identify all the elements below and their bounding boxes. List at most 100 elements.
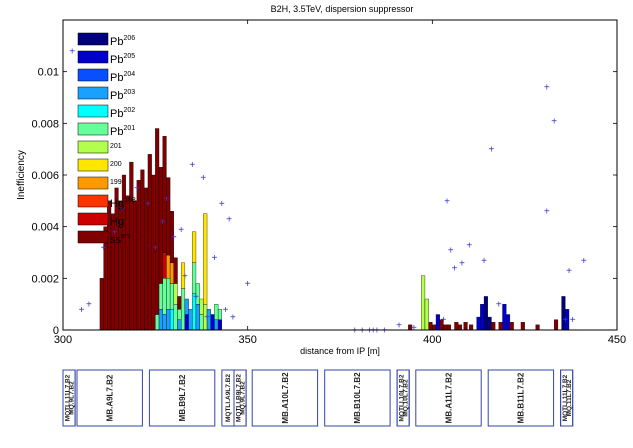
- plus-marker-3: +: [101, 243, 107, 254]
- bar-7-segment-0: [125, 195, 130, 331]
- plus-marker-2: +: [86, 300, 92, 311]
- legend-swatch-1: [77, 50, 109, 64]
- plus-marker-47: +: [581, 256, 587, 267]
- bar-42-segment-0: [454, 322, 459, 331]
- bar-26-segment-0: [195, 303, 200, 331]
- bar-32-segment-0: [217, 319, 222, 331]
- element-label-1: MQ.9L7.B2: [68, 381, 75, 415]
- plus-marker-42: +: [544, 207, 550, 218]
- element-label-11: MB.A11L7.B2: [444, 372, 453, 423]
- element-label-10: MQ.10L7.B2: [403, 379, 410, 417]
- bar-38-segment-0: [435, 314, 440, 331]
- bar-30-segment-0: [210, 314, 215, 331]
- plus-marker-46: +: [570, 315, 576, 326]
- plus-marker-40: +: [496, 300, 502, 311]
- bar-46-segment-0: [476, 316, 481, 331]
- bar-44-segment-0: [463, 322, 468, 331]
- element-box-6: [233, 369, 247, 427]
- plus-marker-13: +: [182, 271, 188, 282]
- plus-marker-41: +: [544, 83, 550, 94]
- bar-21-segment-2: [177, 296, 182, 310]
- bar-26-segment-1: [195, 283, 200, 305]
- bar-22-segment-1: [181, 262, 186, 289]
- plus-marker-26: +: [367, 326, 373, 337]
- bar-20-segment-2: [173, 257, 178, 284]
- plus-marker-39: +: [488, 145, 494, 156]
- plus-marker-22: +: [230, 313, 236, 324]
- plus-marker-12: +: [178, 225, 184, 236]
- y-tick-label-2: 0.004: [31, 222, 59, 234]
- bar-31-segment-0: [214, 319, 219, 331]
- bar-8-segment-0: [129, 161, 134, 331]
- legend: Pb206 Pb205 Pb204 Pb203 Pb202 Pb201 201 200 199 H…: [77, 32, 136, 246]
- bar-21-segment-0: [177, 319, 182, 331]
- bar-23-segment-1: [184, 298, 189, 315]
- bar-20-segment-1: [173, 283, 178, 305]
- x-tick-label-3: 450: [608, 334, 626, 346]
- legend-swatch-3: [77, 86, 109, 100]
- element-label-13: MQTLI.11L7.B2: [562, 374, 569, 421]
- bar-22-segment-0: [181, 288, 186, 331]
- element-label-5: MQTLI.B9L7.B2: [235, 374, 242, 422]
- legend-label-1: Pb205: [110, 53, 135, 66]
- bar-16-segment-0: [158, 309, 163, 331]
- element-box-3: [148, 369, 216, 427]
- plus-marker-36: +: [459, 258, 465, 269]
- legend-label-7: 200: [110, 161, 122, 168]
- plus-marker-19: +: [219, 199, 225, 210]
- y-tick-label-4: 0.008: [31, 118, 59, 130]
- x-tick-label-0: 300: [54, 334, 72, 346]
- legend-label-2: Pb204: [110, 71, 135, 84]
- element-box-7: [251, 369, 319, 427]
- plus-marker-1: +: [79, 305, 85, 316]
- markers-layer: ++ +++++++++++++++++++++++ + +++ + + +++++ ++++…: [69, 47, 587, 337]
- bar-31-segment-1: [214, 303, 219, 320]
- legend-swatch-9: [77, 194, 109, 208]
- legend-swatch-8: [77, 176, 109, 190]
- plus-marker-14: +: [189, 160, 195, 171]
- bar-57-segment-0: [554, 319, 559, 331]
- bar-25-segment-1: [192, 262, 197, 295]
- element-box-11: [415, 369, 482, 427]
- element-box-2: [76, 369, 143, 427]
- bar-32-segment-1: [217, 309, 222, 320]
- bar-45-segment-0: [469, 324, 474, 331]
- bar-11-segment-0: [140, 169, 145, 331]
- bar-21-segment-1: [177, 309, 182, 320]
- element-label-4: MQTLI.A9L7.B2: [225, 374, 232, 422]
- plus-marker-9: +: [160, 217, 166, 228]
- bar-18-segment-2: [166, 254, 171, 279]
- element-label-8: MB.B10L7.B2: [353, 372, 362, 424]
- element-label-9: MQTLI.10L7.B2: [398, 374, 405, 421]
- plus-marker-37: +: [466, 240, 472, 251]
- bar-36-segment-0: [428, 322, 433, 331]
- element-box-12: [487, 369, 555, 427]
- bar-27-segment-1: [199, 298, 204, 315]
- y-tick-label-1: 0.002: [31, 273, 59, 285]
- plus-marker-32: +: [440, 315, 446, 326]
- bar-17-segment-0: [162, 314, 167, 331]
- element-label-3: MB.B9L7.B2: [178, 374, 187, 421]
- plus-marker-43: +: [551, 116, 557, 127]
- element-label-6: MQ.9L7.B2: [239, 381, 246, 415]
- bar-24-segment-0: [188, 309, 193, 331]
- legend-swatch-2: [77, 68, 109, 82]
- plus-marker-30: +: [396, 320, 402, 331]
- bar-16-segment-1: [158, 283, 163, 310]
- plus-marker-35: +: [452, 264, 458, 275]
- plus-marker-20: +: [223, 305, 229, 316]
- plus-marker-27: +: [370, 326, 376, 337]
- legend-swatch-5: [77, 122, 109, 136]
- bar-35-segment-0: [424, 298, 429, 331]
- bar-51-segment-0: [498, 322, 503, 331]
- y-tick-label-5: 0.01: [38, 67, 59, 79]
- bar-28-segment-1: [203, 213, 208, 305]
- legend-label-0: Pb206: [110, 35, 135, 48]
- element-box-10: [396, 369, 410, 427]
- y-axis-label: Inefficiency: [16, 150, 27, 200]
- legend-swatch-11: [77, 230, 109, 244]
- bar-34-segment-0: [421, 275, 426, 331]
- plus-marker-5: +: [119, 204, 125, 215]
- bar-48-segment-0: [483, 296, 488, 331]
